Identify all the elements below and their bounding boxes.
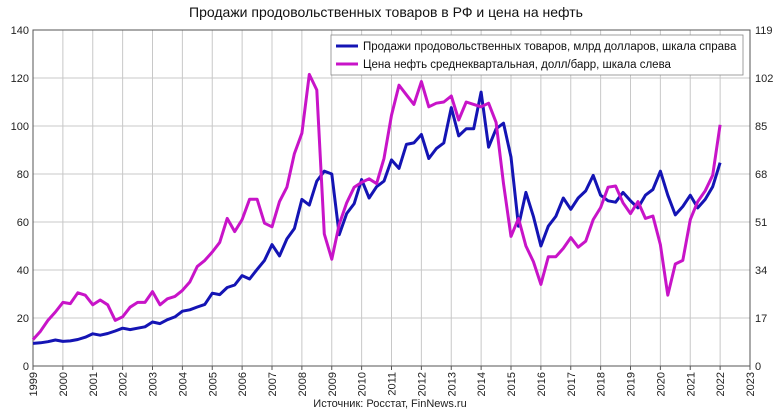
x-tick-label: 2000 — [58, 372, 70, 396]
legend-label-sales: Продажи продовольственных товаров, млрд … — [363, 41, 737, 53]
y-left-tick-label: 20 — [17, 313, 29, 325]
x-tick-label: 2015 — [506, 372, 518, 396]
x-tick-label: 2013 — [446, 372, 458, 396]
y-right-tick-label: 68 — [755, 169, 767, 181]
x-tick-label: 2014 — [476, 372, 488, 396]
x-tick-label: 1999 — [28, 372, 40, 396]
x-tick-label: 2004 — [177, 372, 189, 396]
chart-title: Продажи продовольственных товаров в РФ и… — [189, 4, 583, 20]
x-tick-label: 2016 — [536, 372, 548, 396]
y-right-tick-label: 85 — [755, 121, 767, 133]
left-axis: 0 20 40 60 80 100 120 140 — [11, 25, 29, 373]
x-tick-label: 2018 — [596, 372, 608, 396]
x-tick-label: 2019 — [626, 372, 638, 396]
y-left-tick-label: 0 — [23, 361, 29, 373]
x-tick-label: 2017 — [566, 372, 578, 396]
x-tick-label: 2021 — [685, 372, 697, 396]
y-right-tick-label: 34 — [755, 265, 767, 277]
x-tick-label: 2009 — [327, 372, 339, 396]
y-left-tick-label: 120 — [11, 73, 29, 85]
legend-label-oil-price: Цена нефть среднеквартальная, долл/барр,… — [363, 59, 672, 71]
x-tick-label: 2022 — [715, 372, 727, 396]
x-tick-label: 2006 — [237, 372, 249, 396]
y-right-tick-label: 119 — [755, 25, 773, 37]
series-line-sales — [32, 90, 722, 345]
x-tick-label: 2002 — [118, 372, 130, 396]
y-left-tick-label: 140 — [11, 25, 29, 37]
y-left-tick-label: 80 — [17, 169, 29, 181]
y-right-tick-label: 51 — [755, 217, 767, 229]
y-left-tick-label: 40 — [17, 265, 29, 277]
x-tick-label: 2008 — [297, 372, 309, 396]
y-right-tick-label: 102 — [755, 73, 773, 85]
legend-box — [330, 34, 744, 76]
x-tick-label: 2020 — [655, 372, 667, 396]
x-tick-label: 2023 — [745, 372, 757, 396]
x-tick-label: 2010 — [357, 372, 369, 396]
x-tick-label: 2003 — [148, 372, 160, 396]
y-left-tick-label: 60 — [17, 217, 29, 229]
x-tick-label: 2007 — [267, 372, 279, 396]
x-tick-label: 2012 — [416, 372, 428, 396]
y-right-tick-label: 0 — [755, 361, 761, 373]
x-tick-label: 2011 — [387, 372, 399, 396]
x-axis: 1999 2000 2001 2002 2003 2004 2005 2006 2007 2008… — [28, 366, 757, 396]
legend: Продажи продовольственных товаров, млрд … — [330, 34, 744, 76]
right-axis: 0 17 34 51 68 85 102 119 — [755, 25, 773, 373]
x-tick-label: 2005 — [207, 372, 219, 396]
series-line-oil-price — [31, 72, 722, 341]
x-tick-label: 2001 — [88, 372, 100, 396]
y-left-tick-label: 100 — [11, 121, 29, 133]
y-right-tick-label: 17 — [755, 313, 767, 325]
source-note: Источник: Росстат, FinNews.ru — [313, 398, 466, 410]
